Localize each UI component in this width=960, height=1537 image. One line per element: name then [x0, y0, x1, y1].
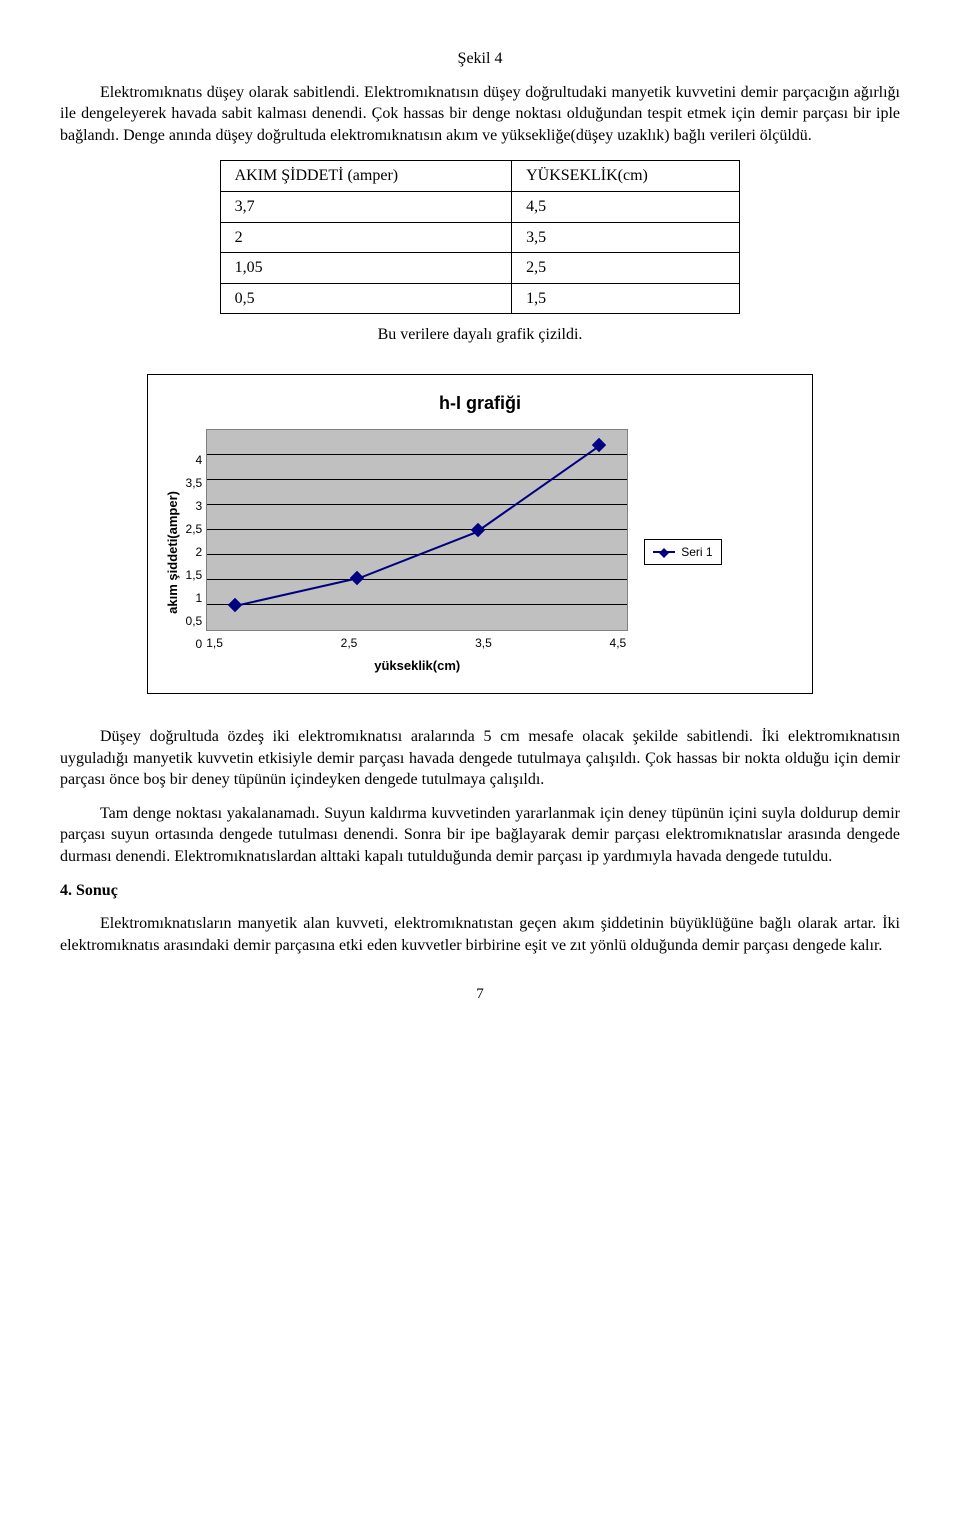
figure-label: Şekil 4: [60, 48, 900, 70]
chart-plot-area: [206, 429, 628, 631]
data-marker: [228, 598, 242, 612]
table-row: 0,5 1,5: [220, 283, 740, 314]
table-row: 1,05 2,5: [220, 253, 740, 284]
table-cell: 3,5: [512, 222, 740, 253]
data-marker: [349, 571, 363, 585]
y-tick: 1: [196, 590, 203, 606]
y-tick: 1,5: [186, 567, 203, 583]
chart-title: h-I grafiği: [160, 391, 800, 415]
table-cell: 3,7: [220, 191, 512, 222]
paragraph-4: Elektromıknatısların manyetik alan kuvve…: [60, 913, 900, 956]
y-tick: 3: [196, 498, 203, 514]
y-tick: 3,5: [186, 475, 203, 491]
data-table: AKIM ŞİDDETİ (amper) YÜKSEKLİK(cm) 3,7 4…: [220, 160, 741, 314]
y-tick: 4: [196, 452, 203, 468]
chart-legend: Seri 1: [644, 539, 721, 565]
legend-swatch-icon: [653, 551, 675, 553]
x-tick: 4,5: [610, 635, 627, 651]
table-cell: 1,5: [512, 283, 740, 314]
table-row: 2 3,5: [220, 222, 740, 253]
table-row: 3,7 4,5: [220, 191, 740, 222]
y-tick: 2,5: [186, 521, 203, 537]
y-tick: 0,5: [186, 613, 203, 629]
y-axis-ticks: 4 3,5 3 2,5 2 1,5 1 0,5 0: [186, 450, 207, 654]
y-tick: 2: [196, 544, 203, 560]
table-cell: 2,5: [512, 253, 740, 284]
table-cell: 0,5: [220, 283, 512, 314]
x-tick: 1,5: [206, 635, 223, 651]
table-cell: 1,05: [220, 253, 512, 284]
y-axis-label: akım şiddeti(amper): [160, 491, 186, 614]
table-cell: 4,5: [512, 191, 740, 222]
y-tick: 0: [196, 636, 203, 652]
legend-label: Seri 1: [681, 544, 712, 560]
chart-container: h-I grafiği akım şiddeti(amper) 4 3,5 3 2,5…: [147, 374, 813, 694]
paragraph-3: Tam denge noktası yakalanamadı. Suyun ka…: [60, 803, 900, 868]
x-axis-ticks: 1,5 2,5 3,5 4,5: [206, 635, 626, 651]
col-header-1: AKIM ŞİDDETİ (amper): [220, 161, 512, 192]
section-heading: 4. Sonuç: [60, 880, 900, 902]
x-tick: 2,5: [341, 635, 358, 651]
page-number: 7: [60, 984, 900, 1004]
col-header-2: YÜKSEKLİK(cm): [512, 161, 740, 192]
table-caption: Bu verilere dayalı grafik çizildi.: [60, 324, 900, 346]
paragraph-2: Düşey doğrultuda özdeş iki elektromıknat…: [60, 726, 900, 791]
x-axis-label: yükseklik(cm): [206, 657, 628, 675]
paragraph-1: Elektromıknatıs düşey olarak sabitlendi.…: [60, 82, 900, 147]
table-header-row: AKIM ŞİDDETİ (amper) YÜKSEKLİK(cm): [220, 161, 740, 192]
x-tick: 3,5: [475, 635, 492, 651]
table-cell: 2: [220, 222, 512, 253]
